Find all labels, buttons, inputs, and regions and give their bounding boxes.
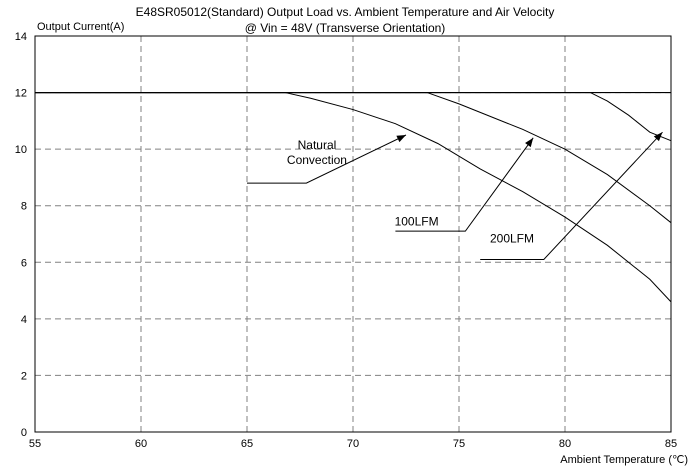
series-lines — [35, 91, 672, 303]
annotation-label: Natural — [298, 138, 337, 152]
grid — [35, 36, 671, 432]
y-tick-label: 8 — [21, 201, 27, 213]
y-tick-label: 12 — [15, 88, 27, 100]
plot-frame — [34, 35, 672, 433]
series-line — [35, 92, 672, 142]
series-line — [35, 92, 672, 303]
y-tick-label: 2 — [21, 370, 27, 382]
axis-ticks: 55 60 65 70 75 80 85 0 2 4 6 8 10 12 14 — [15, 31, 677, 450]
x-tick-label: 65 — [241, 438, 253, 450]
annotation-leader — [395, 137, 534, 232]
x-tick-label: 70 — [347, 438, 359, 450]
annotation-arrowhead — [396, 135, 406, 143]
x-tick-label: 75 — [453, 438, 465, 450]
y-tick-label: 4 — [21, 314, 27, 326]
annotation-label: 200LFM — [490, 231, 534, 245]
annotation-arrowhead — [653, 132, 663, 142]
annotation-leader — [480, 131, 663, 260]
y-tick-label: 14 — [15, 31, 27, 43]
y-axis-label: Output Current(A) — [37, 21, 124, 33]
y-tick-label: 10 — [15, 144, 27, 156]
chart-subtitle: @ Vin = 48V (Transverse Orientation) — [244, 21, 446, 35]
annotation-leader — [247, 134, 407, 184]
annotation-arrowhead — [525, 137, 534, 148]
x-tick-label: 80 — [559, 438, 571, 450]
series-line — [35, 92, 672, 224]
chart-title: E48SR05012(Standard) Output Load vs. Amb… — [135, 5, 555, 19]
x-axis-label: Ambient Temperature (℃) — [560, 454, 688, 466]
y-tick-label: 6 — [21, 257, 27, 269]
x-tick-label: 85 — [665, 438, 677, 450]
annotation-label: 100LFM — [395, 215, 439, 229]
annotation-label: Convection — [287, 153, 347, 167]
x-tick-label: 60 — [135, 438, 147, 450]
x-tick-label: 55 — [29, 438, 41, 450]
y-tick-label: 0 — [21, 427, 27, 439]
